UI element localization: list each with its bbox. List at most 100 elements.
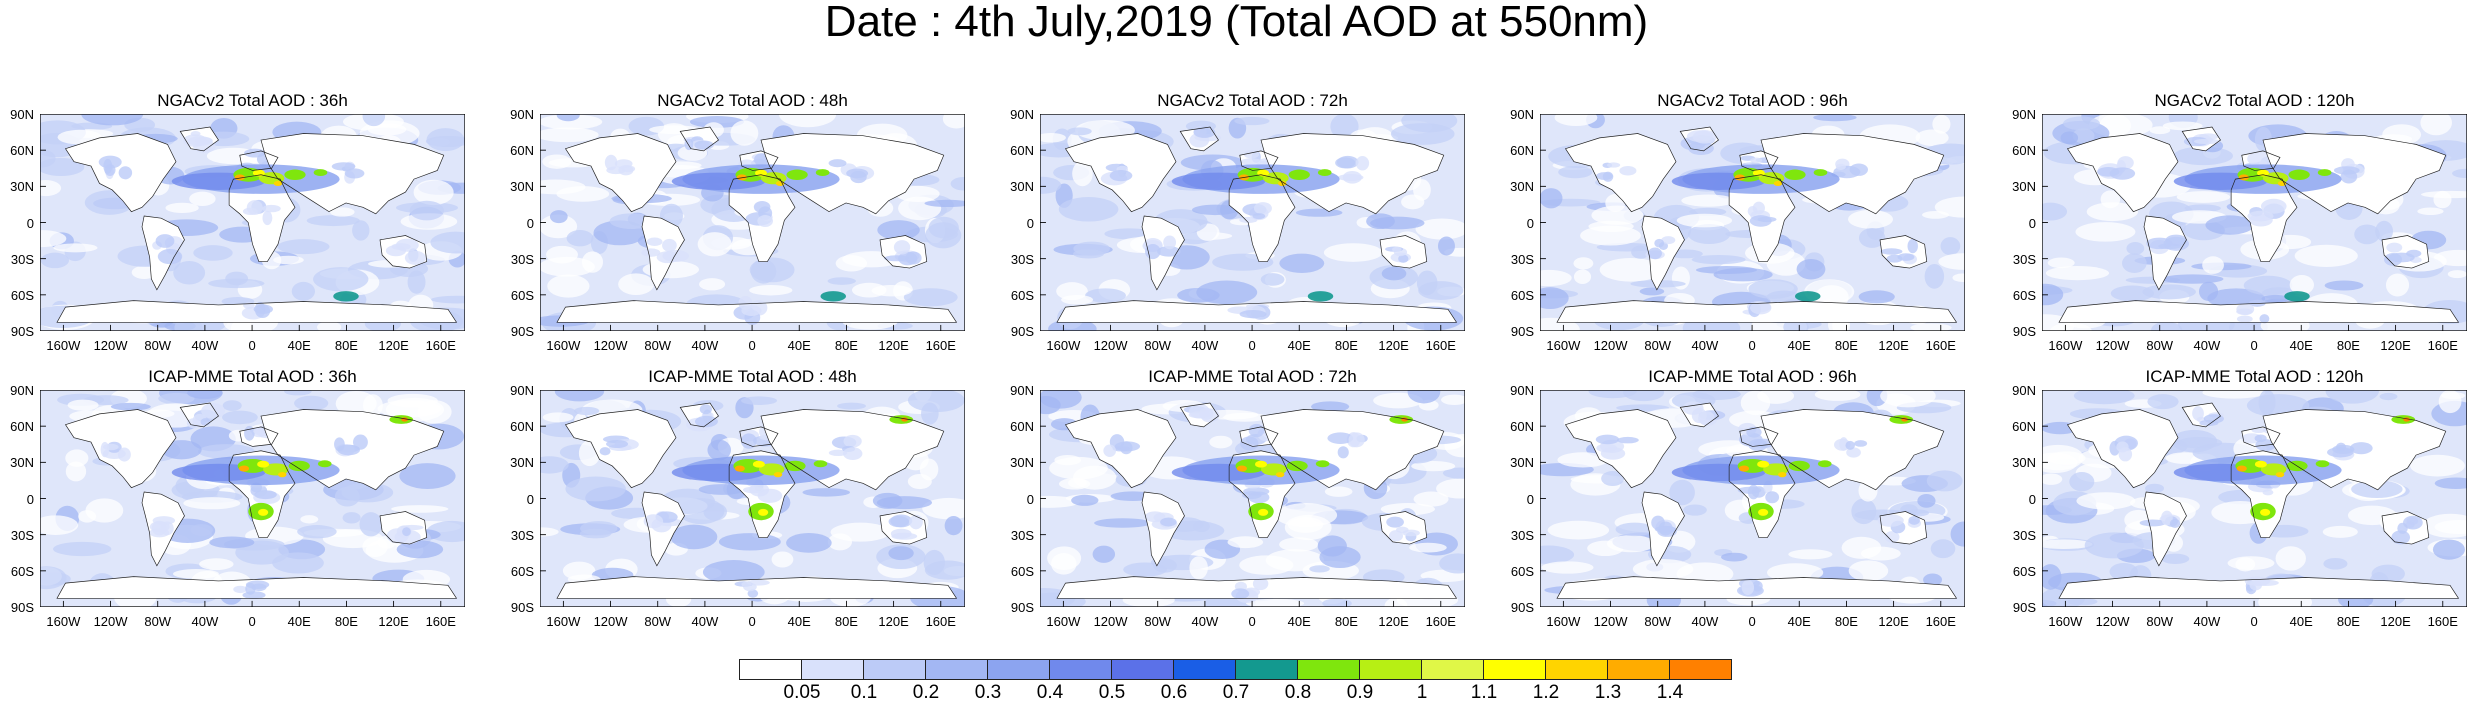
aod-cell: [1835, 163, 1846, 170]
aod-cell: [1858, 227, 1886, 248]
coastline: [228, 174, 296, 262]
aod-cell: [579, 528, 612, 539]
aod-cell: [1691, 254, 1746, 265]
aod-cell: [893, 240, 911, 255]
aod-cell: [1580, 225, 1641, 246]
aod-hotspot: [758, 508, 769, 516]
aod-cell: [604, 154, 618, 171]
aod-cell: [1248, 423, 1265, 438]
lon-label: 160W: [546, 338, 581, 353]
aod-cell: [1413, 491, 1449, 507]
aod-cell: [313, 267, 369, 292]
panel-title: NGACv2 Total AOD : 120h: [2154, 91, 2355, 110]
aod-cell: [1930, 539, 1956, 559]
aod-hotspot: [1258, 508, 1269, 516]
aod-cell: [2262, 489, 2274, 496]
aod-cell: [2371, 564, 2405, 583]
panel-title: ICAP-MME Total AOD : 72h: [1148, 367, 1357, 386]
lon-label: 80W: [144, 614, 172, 629]
aod-cell: [549, 210, 568, 224]
lon-label: 40W: [2193, 338, 2221, 353]
lon-label: 160W: [1046, 614, 1081, 629]
aod-cell: [2072, 128, 2095, 144]
lat-label: 60N: [2012, 419, 2036, 435]
lat-label: 90N: [1010, 107, 1034, 122]
colorbar-label: 0.3: [974, 682, 1002, 703]
lat-label: 30N: [510, 455, 534, 471]
lat-label: 30S: [510, 527, 534, 543]
aod-cell: [1631, 245, 1650, 259]
coastline: [879, 235, 928, 269]
lon-label: 120W: [2095, 338, 2130, 353]
aod-cell: [2289, 275, 2314, 295]
coastline: [1760, 133, 1945, 215]
lon-label: 80W: [1644, 614, 1672, 629]
aod-hotspot: [257, 460, 270, 468]
lat-label: 30N: [2012, 179, 2036, 195]
aod-cell: [335, 390, 377, 417]
aod-map-ngac-1: [40, 114, 465, 331]
lat-label: 0: [2028, 491, 2036, 507]
aod-cell: [1938, 253, 1965, 270]
land-mass: [2059, 300, 2459, 323]
lon-label: 80E: [834, 338, 858, 353]
aod-hotspot: [1817, 460, 1832, 468]
lat-label: 30N: [10, 455, 34, 471]
lat-label: 90S: [510, 324, 534, 339]
aod-cell: [1669, 479, 1695, 506]
coastline: [2241, 426, 2281, 447]
aod-cell: [843, 447, 863, 461]
aod-cell: [1072, 160, 1093, 187]
aod-cell: [2042, 473, 2063, 485]
aod-cell: [1279, 537, 1319, 552]
aod-cell: [2073, 390, 2135, 405]
lat-label: 60S: [10, 287, 34, 303]
aod-cell: [172, 569, 219, 579]
aod-cell: [1940, 237, 1961, 256]
aod-cell: [2110, 285, 2155, 302]
colorbar-box: [739, 659, 802, 680]
coastline: [1728, 450, 1796, 538]
aod-cell: [1253, 202, 1272, 215]
aod-hotspot: [313, 169, 328, 177]
lat-label: 90N: [1510, 383, 1534, 398]
aod-cell: [574, 406, 600, 416]
aod-hotspot: [1275, 472, 1285, 478]
lat-label: 30S: [510, 251, 534, 267]
aod-cell: [2202, 256, 2224, 274]
aod-cell: [1907, 238, 1918, 254]
aod-cell: [272, 552, 324, 574]
aod-cell: [1573, 269, 1592, 284]
aod-map-ngac-3: [1040, 114, 1465, 331]
coastline: [1641, 215, 1685, 291]
lat-label: 30N: [1010, 179, 1034, 195]
lon-label: 120W: [2095, 614, 2130, 629]
lon-label: 0: [1248, 614, 1256, 629]
aod-hotspot: [1734, 174, 1745, 181]
aod-cell: [40, 515, 79, 535]
lon-label: 0: [2250, 338, 2258, 353]
aod-cell: [1788, 549, 1833, 560]
lon-label: 80E: [1834, 338, 1858, 353]
lon-label: 120E: [878, 614, 909, 629]
aod-cell: [540, 179, 586, 195]
land-mass: [229, 174, 295, 262]
aod-hotspot: [815, 169, 830, 177]
aod-cell: [1813, 114, 1857, 122]
aod-cell: [246, 200, 263, 215]
aod-cell: [409, 200, 444, 221]
colorbar-label: 1.1: [1470, 682, 1498, 703]
aod-hotspot: [755, 169, 767, 177]
aod-cell: [540, 114, 603, 130]
lat-label: 60N: [1010, 419, 1034, 435]
aod-cell: [786, 533, 832, 553]
aod-hotspot: [2260, 508, 2271, 516]
aod-cell: [643, 514, 664, 529]
colorbar-box: [1297, 659, 1360, 680]
aod-cell: [828, 449, 848, 457]
aod-hotspot: [1758, 508, 1769, 516]
aod-cell: [2261, 198, 2287, 214]
lat-label: 0: [526, 215, 534, 231]
aod-cell: [152, 516, 176, 525]
aod-cell: [1922, 210, 1950, 219]
